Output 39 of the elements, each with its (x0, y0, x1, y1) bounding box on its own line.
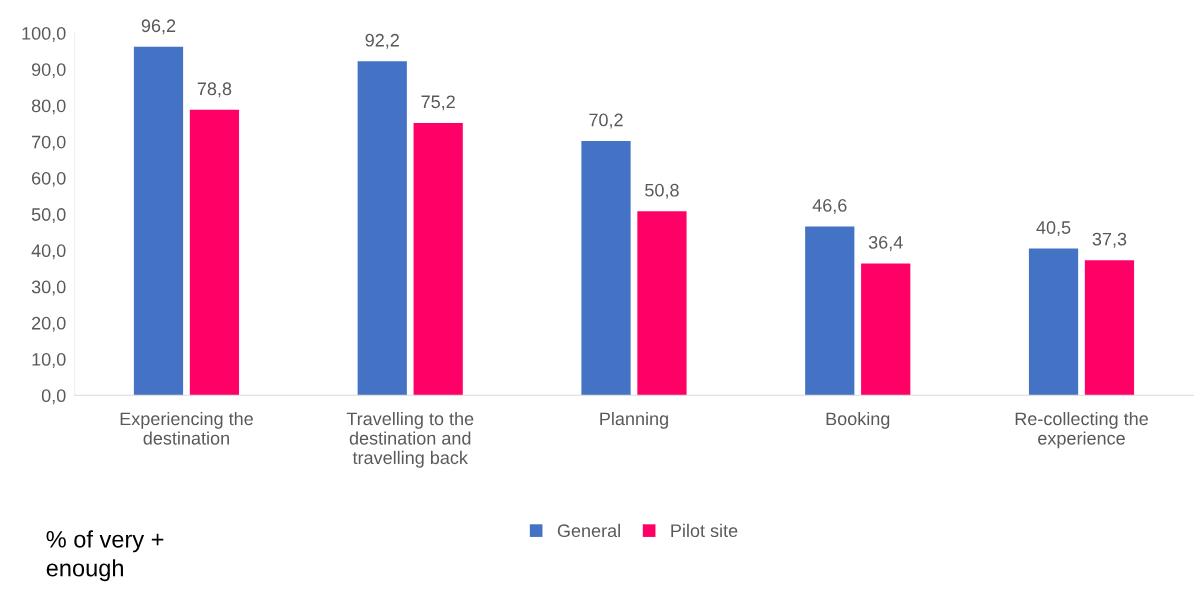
x-tick-label: Booking (826, 411, 890, 429)
x-tick-label: Experiencing the destination (120, 411, 253, 445)
text: 40,5 (1036, 221, 1071, 237)
legend-label: Pilot site (671, 523, 738, 538)
y-tick-label: 90,0 (31, 63, 66, 79)
bar (133, 46, 184, 396)
bar (637, 211, 687, 396)
text: 37,3 (1092, 232, 1127, 248)
text: 46,6 (812, 199, 847, 214)
bar (1028, 248, 1079, 396)
bar (413, 122, 463, 396)
y-tick-label: 80,0 (31, 99, 66, 115)
text: 75,2 (421, 95, 455, 111)
text: 96,2 (141, 19, 176, 35)
y-tick-label: 50,0 (31, 208, 66, 224)
bar (581, 140, 631, 396)
text: 70,2 (589, 113, 623, 129)
y-tick-label: 20,0 (32, 316, 66, 332)
y-tick-label: 30,0 (31, 280, 66, 296)
text: 78,8 (197, 82, 232, 98)
bar (805, 226, 855, 396)
y-tick-label: 70,0 (32, 135, 66, 151)
x-tick-label: Re-collecting the experience (1015, 411, 1148, 449)
x-tick-label: Travelling to the destination and travelling back (346, 411, 474, 468)
bar (861, 263, 911, 396)
bar (357, 61, 407, 396)
y-tick-label: 40,0 (31, 244, 66, 260)
y-tick-label: 0,0 (41, 389, 66, 405)
text: 92,2 (365, 33, 399, 49)
y-tick-label: 10,0 (32, 353, 66, 368)
text: 36,4 (868, 235, 903, 251)
legend-label: General (557, 523, 620, 538)
text: % of very + enough (46, 530, 164, 582)
text: 50,8 (645, 183, 679, 199)
x-tick-label: Planning (600, 411, 668, 429)
bar (189, 109, 240, 396)
y-tick-label: 100,0 (22, 26, 66, 42)
bar (1084, 260, 1135, 396)
y-tick-label: 60,0 (32, 171, 66, 187)
